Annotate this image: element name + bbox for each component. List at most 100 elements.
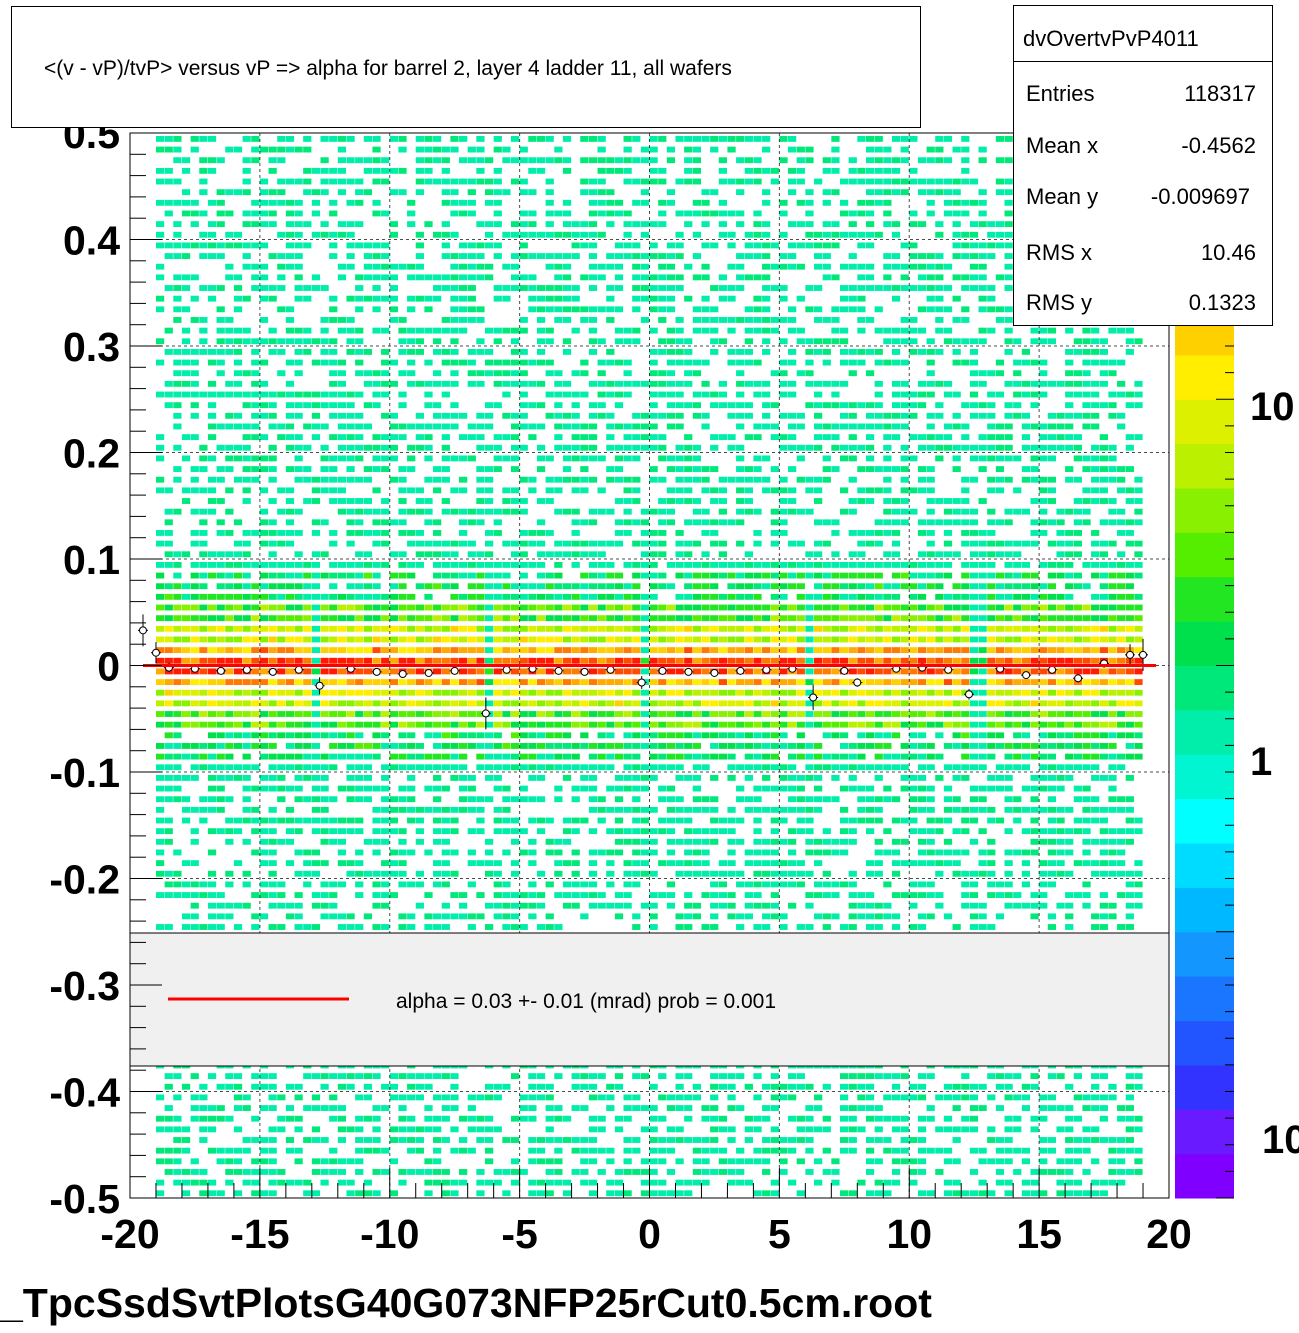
heatmap-cell xyxy=(684,444,693,451)
heatmap-cell xyxy=(389,583,398,590)
heatmap-cell xyxy=(597,743,606,749)
heatmap-cell xyxy=(320,764,329,771)
heatmap-cell xyxy=(554,1179,563,1186)
heatmap-cell xyxy=(355,1126,364,1133)
heatmap-cell xyxy=(476,434,485,441)
heatmap-cell xyxy=(744,476,753,483)
heatmap-cell xyxy=(320,860,329,867)
heatmap-cell xyxy=(762,1147,771,1154)
heatmap-cell xyxy=(614,444,624,451)
heatmap-cell xyxy=(744,135,753,142)
heatmap-cell xyxy=(389,551,398,558)
heatmap-cell xyxy=(363,135,372,142)
heatmap-cell xyxy=(355,1158,364,1165)
heatmap-cell xyxy=(510,1137,520,1143)
heatmap-cell xyxy=(727,743,736,749)
heatmap-cell xyxy=(606,359,615,366)
heatmap-cell xyxy=(155,1190,165,1197)
heatmap-cell xyxy=(259,1158,269,1165)
heatmap-cell xyxy=(476,679,485,685)
heatmap-cell xyxy=(207,796,217,803)
heatmap-cell xyxy=(407,1169,416,1175)
heatmap-cell xyxy=(484,199,494,206)
heatmap-cell xyxy=(181,604,191,611)
heatmap-cell xyxy=(155,657,165,664)
heatmap-cell xyxy=(649,668,658,675)
heatmap-cell xyxy=(329,647,338,654)
heatmap-cell xyxy=(692,572,702,579)
heatmap-cell xyxy=(285,860,295,867)
heatmap-cell xyxy=(363,348,372,355)
heatmap-cell xyxy=(554,444,563,451)
heatmap-cell xyxy=(190,402,199,409)
heatmap-cell xyxy=(718,519,727,526)
heatmap-cell xyxy=(762,263,771,270)
heatmap-cell xyxy=(277,530,286,536)
heatmap-cell xyxy=(770,764,779,771)
heatmap-cell xyxy=(190,828,199,835)
heatmap-cell xyxy=(484,423,494,430)
heatmap-cell xyxy=(736,838,745,845)
heatmap-cell xyxy=(303,647,312,654)
heatmap-cell xyxy=(753,668,762,675)
heatmap-cell xyxy=(398,135,407,142)
heatmap-cell xyxy=(173,668,182,675)
heatmap-cell xyxy=(216,572,225,579)
heatmap-cell xyxy=(311,1137,321,1143)
heatmap-cell xyxy=(614,700,624,707)
heatmap-cell xyxy=(736,764,745,771)
heatmap-cell xyxy=(606,657,615,664)
heatmap-cell xyxy=(510,551,520,558)
heatmap-cell xyxy=(207,1190,217,1197)
heatmap-cell xyxy=(242,711,251,717)
heatmap-cell xyxy=(355,689,364,696)
heatmap-cell xyxy=(207,231,217,238)
heatmap-cell xyxy=(528,860,537,867)
heatmap-cell xyxy=(597,274,606,281)
heatmap-cell xyxy=(692,455,702,462)
heatmap-cell xyxy=(441,615,450,622)
heatmap-cell xyxy=(554,838,563,845)
heatmap-cell xyxy=(701,892,710,898)
heatmap-cell xyxy=(692,157,702,164)
heatmap-cell xyxy=(580,231,589,238)
heatmap-cell xyxy=(320,1179,329,1186)
heatmap-cell xyxy=(528,892,537,898)
heatmap-cell xyxy=(459,572,468,579)
heatmap-cell xyxy=(407,785,416,792)
heatmap-cell xyxy=(181,253,191,259)
heatmap-cell xyxy=(164,167,173,174)
heatmap-cell xyxy=(242,1137,251,1143)
heatmap-cell xyxy=(311,743,321,749)
heatmap-cell xyxy=(623,359,632,366)
heatmap-cell xyxy=(753,572,762,579)
heatmap-cell xyxy=(173,1169,182,1175)
heatmap-cell xyxy=(788,1147,797,1154)
heatmap-cell xyxy=(562,508,572,515)
heatmap-cell xyxy=(372,881,381,888)
heatmap-cell xyxy=(363,593,372,600)
heatmap-cell xyxy=(285,636,295,643)
heatmap-cell xyxy=(155,455,165,462)
heatmap-cell xyxy=(649,1115,658,1122)
heatmap-cell xyxy=(666,902,676,909)
heatmap-cell xyxy=(441,221,450,228)
heatmap-cell xyxy=(519,253,528,259)
heatmap-cell xyxy=(173,221,182,228)
heatmap-cell xyxy=(381,817,390,824)
heatmap-cell xyxy=(398,636,407,643)
heatmap-cell xyxy=(623,1169,632,1175)
heatmap-cell xyxy=(571,551,580,558)
heatmap-cell xyxy=(225,828,234,835)
heatmap-cell xyxy=(242,679,251,685)
heatmap-cell xyxy=(268,253,277,259)
heatmap-cell xyxy=(666,199,676,206)
heatmap-cell xyxy=(736,1158,745,1165)
heatmap-cell xyxy=(588,455,598,462)
heatmap-cell xyxy=(424,295,433,302)
heatmap-cell xyxy=(632,657,641,664)
heatmap-cell xyxy=(753,828,762,835)
heatmap-cell xyxy=(277,561,286,568)
heatmap-cell xyxy=(311,572,321,579)
heatmap-cell xyxy=(389,764,398,771)
